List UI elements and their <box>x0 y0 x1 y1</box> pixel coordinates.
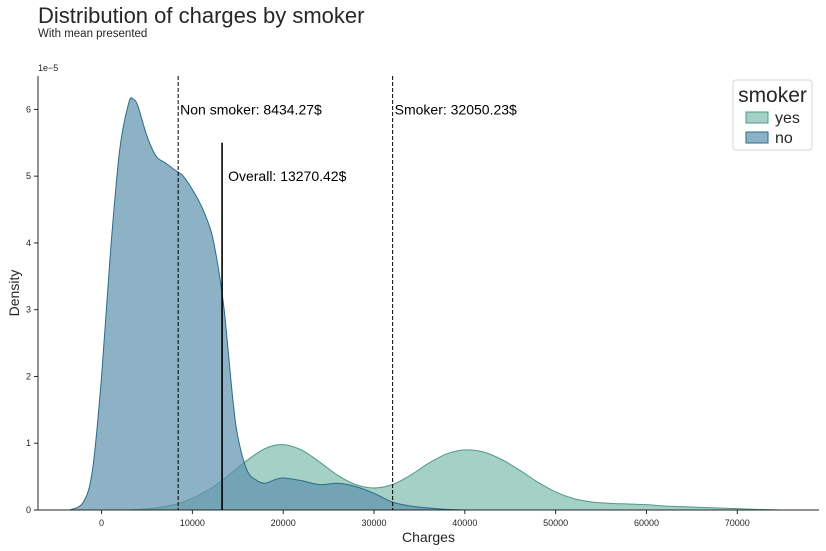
x-tick-label: 20000 <box>271 518 296 528</box>
series-layer <box>69 97 783 511</box>
chart-title: Distribution of charges by smoker <box>38 3 365 28</box>
legend-swatch-no <box>745 131 769 144</box>
y-axis-label: Density <box>6 270 22 317</box>
legend-swatch-yes <box>745 111 769 124</box>
reference-lines: Non smoker: 8434.27$ Smoker: 32050.23$ Ove… <box>177 76 517 510</box>
density-area-no <box>69 97 465 510</box>
y-tick-label: 4 <box>26 238 31 248</box>
x-axis-label: Charges <box>402 529 455 545</box>
y-scale-label: 1e−5 <box>38 63 58 73</box>
y-tick-label: 5 <box>26 171 31 181</box>
overall-mean-label: Overall: 13270.42$ <box>228 168 347 184</box>
axes-layer: 0 10000 20000 30000 40000 50000 60000 70000 0 1 2 3… <box>6 63 819 545</box>
density-line-yes <box>128 444 783 511</box>
x-tick-label: 30000 <box>361 518 386 528</box>
legend: smoker yes no <box>732 79 813 151</box>
non-smoker-mean-label: Non smoker: 8434.27$ <box>180 101 322 117</box>
x-tick-label: 40000 <box>452 518 477 528</box>
x-tick-label: 60000 <box>634 518 659 528</box>
x-tick-label: 50000 <box>543 518 568 528</box>
y-tick-label: 6 <box>26 104 31 114</box>
smoker-mean-label: Smoker: 32050.23$ <box>395 101 517 117</box>
x-tick-label: 10000 <box>180 518 205 528</box>
y-tick-label: 3 <box>26 305 31 315</box>
x-tick-label: 0 <box>99 518 104 528</box>
legend-label-yes: yes <box>775 110 800 127</box>
y-tick-label: 1 <box>26 438 31 448</box>
legend-title: smoker <box>738 84 807 107</box>
chart-subtitle: With mean presented <box>38 28 148 40</box>
density-line-no <box>69 97 465 511</box>
legend-label-no: no <box>775 130 793 147</box>
y-tick-label: 2 <box>26 371 31 381</box>
x-tick-label: 70000 <box>725 518 750 528</box>
y-tick-label: 0 <box>26 505 31 515</box>
